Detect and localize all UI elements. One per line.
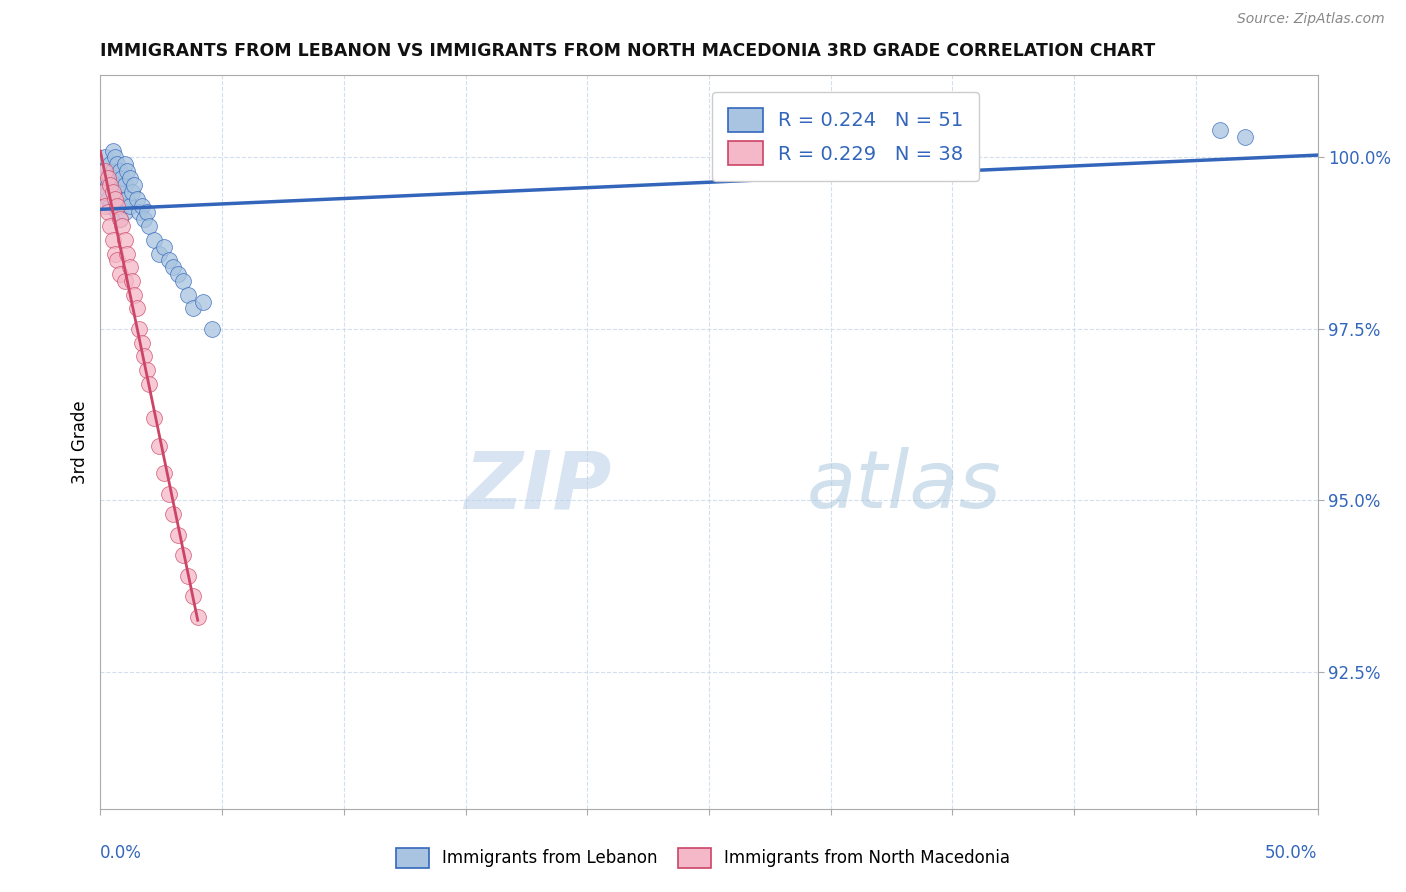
Point	[1233, 130, 1256, 145]
Point	[94, 198, 117, 212]
Point	[101, 144, 124, 158]
Point	[105, 253, 128, 268]
Point	[124, 287, 146, 301]
Point	[101, 233, 124, 247]
Point	[131, 335, 153, 350]
Point	[91, 185, 114, 199]
Point	[114, 274, 136, 288]
Point	[118, 198, 141, 212]
Point	[108, 212, 131, 227]
Point	[98, 178, 121, 192]
Point	[108, 164, 131, 178]
Point	[98, 198, 121, 212]
Point	[148, 246, 170, 260]
Point	[121, 274, 143, 288]
Point	[167, 267, 190, 281]
Point	[167, 527, 190, 541]
Point	[152, 466, 174, 480]
Point	[191, 294, 214, 309]
Point	[101, 185, 124, 199]
Point	[105, 205, 128, 219]
Point	[187, 610, 209, 624]
Point	[111, 198, 134, 212]
Point	[1209, 123, 1232, 137]
Point	[104, 151, 127, 165]
Point	[201, 322, 224, 336]
Point	[108, 267, 131, 281]
Point	[104, 198, 127, 212]
Point	[125, 301, 148, 316]
Point	[111, 219, 134, 233]
Point	[118, 260, 141, 275]
Point	[177, 287, 200, 301]
Text: atlas: atlas	[807, 447, 1001, 525]
Point	[172, 274, 194, 288]
Point	[131, 198, 153, 212]
Point	[97, 178, 120, 192]
Point	[97, 185, 120, 199]
Point	[138, 376, 160, 391]
Point	[138, 219, 160, 233]
Text: 0.0%: 0.0%	[100, 844, 142, 862]
Point	[115, 164, 138, 178]
Point	[97, 171, 120, 186]
Text: ZIP: ZIP	[464, 447, 612, 525]
Point	[94, 171, 117, 186]
Point	[105, 178, 128, 192]
Point	[128, 205, 150, 219]
Point	[115, 246, 138, 260]
Legend: Immigrants from Lebanon, Immigrants from North Macedonia: Immigrants from Lebanon, Immigrants from…	[389, 841, 1017, 875]
Point	[115, 192, 138, 206]
Point	[128, 322, 150, 336]
Point	[104, 192, 127, 206]
Point	[101, 164, 124, 178]
Point	[157, 486, 180, 500]
Point	[135, 205, 157, 219]
Point	[181, 301, 204, 316]
Text: Source: ZipAtlas.com: Source: ZipAtlas.com	[1237, 12, 1385, 26]
Point	[104, 171, 127, 186]
Point	[157, 253, 180, 268]
Point	[172, 548, 194, 562]
Point	[97, 192, 120, 206]
Point	[98, 171, 121, 186]
Text: 50.0%: 50.0%	[1265, 844, 1317, 862]
Point	[142, 233, 165, 247]
Point	[135, 363, 157, 377]
Point	[121, 185, 143, 199]
Point	[105, 157, 128, 171]
Point	[114, 233, 136, 247]
Point	[125, 192, 148, 206]
Point	[114, 178, 136, 192]
Point	[118, 171, 141, 186]
Point	[101, 185, 124, 199]
Point	[98, 219, 121, 233]
Point	[134, 212, 156, 227]
Point	[142, 411, 165, 425]
Point	[104, 246, 127, 260]
Point	[124, 178, 146, 192]
Point	[162, 260, 184, 275]
Point	[108, 212, 131, 227]
Text: IMMIGRANTS FROM LEBANON VS IMMIGRANTS FROM NORTH MACEDONIA 3RD GRADE CORRELATION: IMMIGRANTS FROM LEBANON VS IMMIGRANTS FR…	[100, 42, 1156, 60]
Point	[111, 171, 134, 186]
Point	[114, 157, 136, 171]
Point	[98, 157, 121, 171]
Point	[97, 205, 120, 219]
Point	[105, 198, 128, 212]
Point	[114, 205, 136, 219]
Point	[91, 164, 114, 178]
Point	[162, 507, 184, 521]
Point	[94, 151, 117, 165]
Point	[148, 438, 170, 452]
Point	[177, 569, 200, 583]
Point	[152, 240, 174, 254]
Y-axis label: 3rd Grade: 3rd Grade	[72, 401, 89, 484]
Point	[181, 590, 204, 604]
Point	[108, 185, 131, 199]
Legend: R = 0.224   N = 51, R = 0.229   N = 38: R = 0.224 N = 51, R = 0.229 N = 38	[713, 92, 979, 180]
Point	[134, 350, 156, 364]
Point	[94, 164, 117, 178]
